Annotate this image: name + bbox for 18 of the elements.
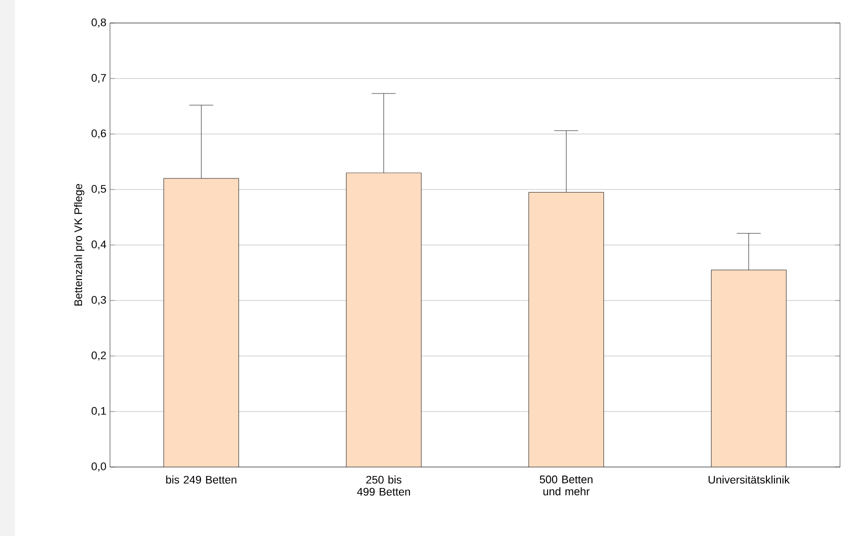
x-tick-label: Universitätsklinik xyxy=(708,476,790,484)
y-tick-label: 0,8 xyxy=(92,18,106,28)
y-tick-label: 0,4 xyxy=(92,240,106,250)
y-tick-label: 0,2 xyxy=(92,351,106,361)
x-tick-label: 500 Betten und mehr xyxy=(540,476,592,496)
x-tick-label: bis 249 Betten xyxy=(166,476,236,484)
y-axis-title: Bettenzahl pro VK Pflege xyxy=(74,184,84,306)
y-tick-label: 0,6 xyxy=(92,129,106,139)
bar xyxy=(164,178,239,467)
y-tick-label: 0,0 xyxy=(92,462,106,472)
bar xyxy=(346,172,422,467)
y-tick-label: 0,3 xyxy=(92,296,106,306)
bar xyxy=(528,192,604,467)
y-tick-label: 0,5 xyxy=(92,184,106,194)
bar xyxy=(711,270,786,467)
y-tick-label: 0,7 xyxy=(92,74,106,84)
x-tick-label: 250 bis 499 Betten xyxy=(357,476,410,496)
y-tick-label: 0,1 xyxy=(92,406,106,416)
